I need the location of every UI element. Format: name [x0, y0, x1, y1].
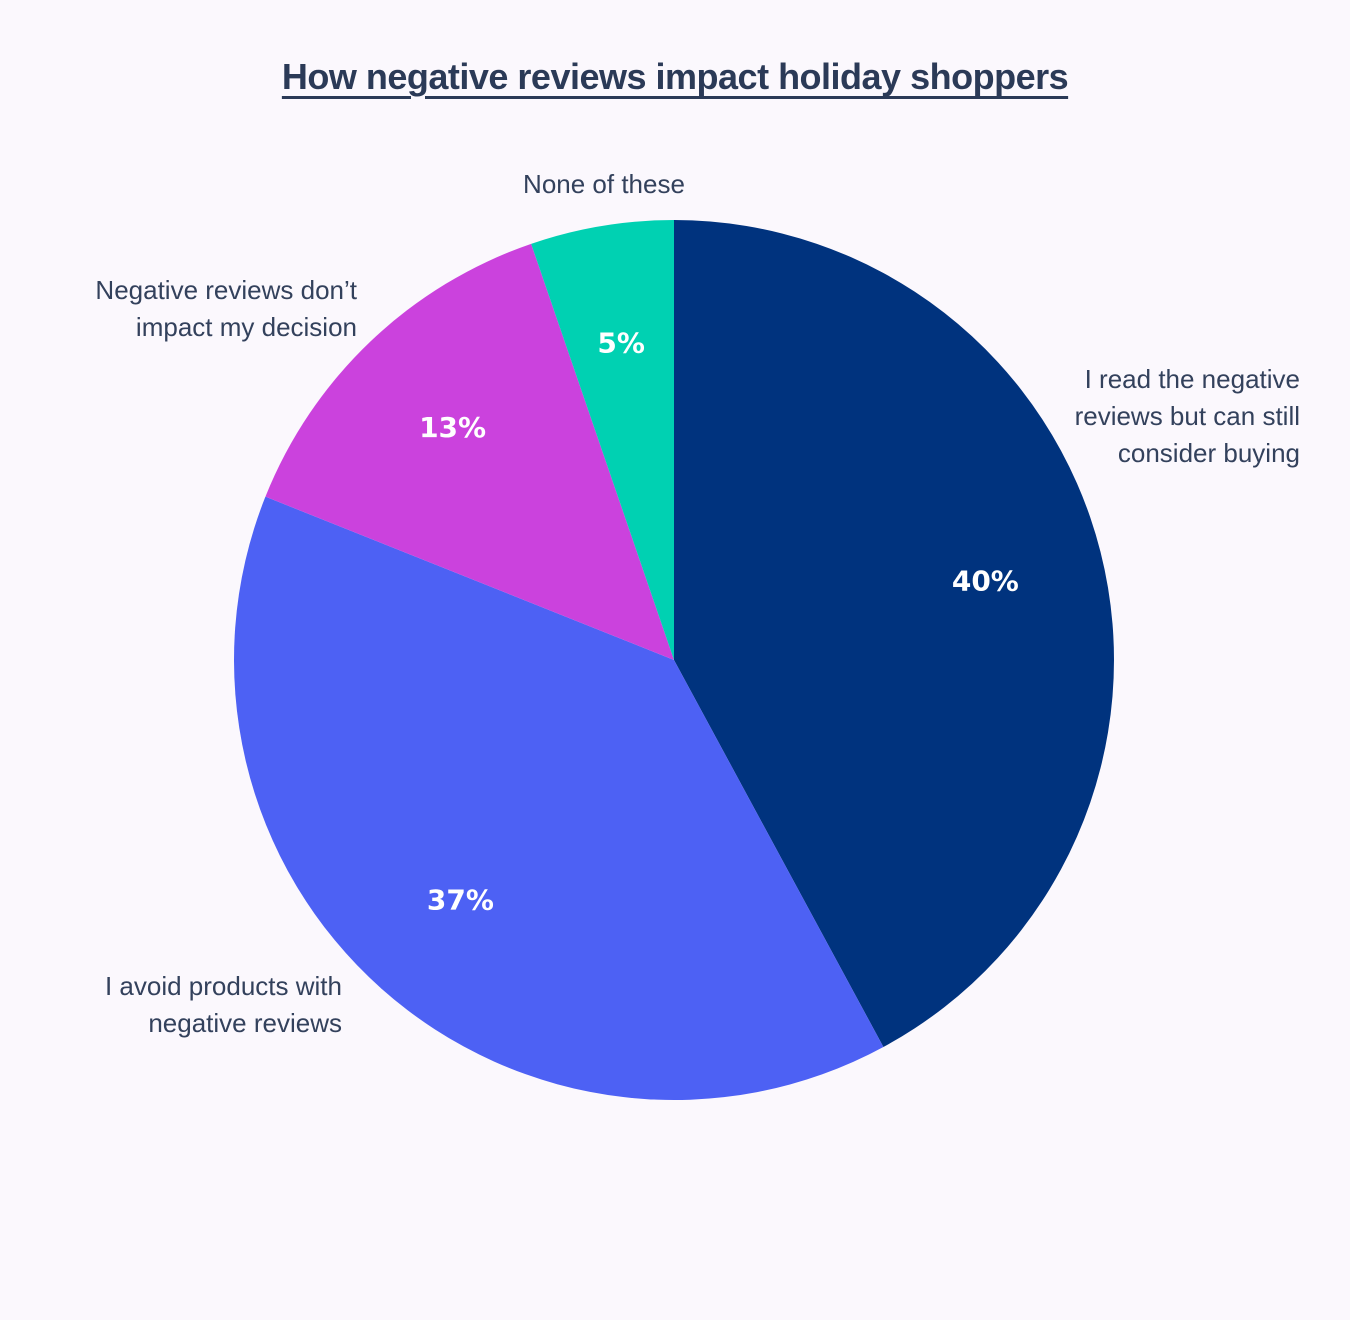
chart-title: How negative reviews impact holiday shop… — [281, 56, 1069, 97]
category-label-line: consider buying — [1117, 438, 1300, 468]
category-label-line: I read the negative — [1084, 364, 1300, 394]
category-label-line: I avoid products with — [104, 971, 342, 1001]
pie-slice-read-but-consider — [674, 220, 1114, 1047]
category-label-no-impact: Negative reviews don’t impact my decisio… — [95, 272, 357, 346]
category-label-none: None of these — [0, 166, 1208, 203]
pie-slice-none — [531, 220, 674, 660]
pie-value-label-avoid-products: 37% — [427, 883, 494, 916]
category-label-line: Negative reviews don’t — [95, 275, 357, 305]
pie-value-label-none: 5% — [597, 327, 645, 360]
pie-value-label-no-impact: 13% — [419, 411, 486, 444]
category-label-avoid-products: I avoid products with negative reviews — [105, 968, 342, 1042]
category-label-line: negative reviews — [148, 1008, 342, 1038]
category-label-read-but-consider: I read the negative reviews but can stil… — [1075, 361, 1300, 472]
pie-value-label-read-but-consider: 40% — [952, 565, 1019, 598]
pie-slice-no-impact — [265, 243, 674, 661]
category-label-line: impact my decision — [135, 312, 357, 342]
pie-slice-avoid-products — [233, 496, 884, 1100]
category-label-line: reviews but can still — [1074, 401, 1300, 431]
category-label-line: None of these — [523, 169, 685, 199]
